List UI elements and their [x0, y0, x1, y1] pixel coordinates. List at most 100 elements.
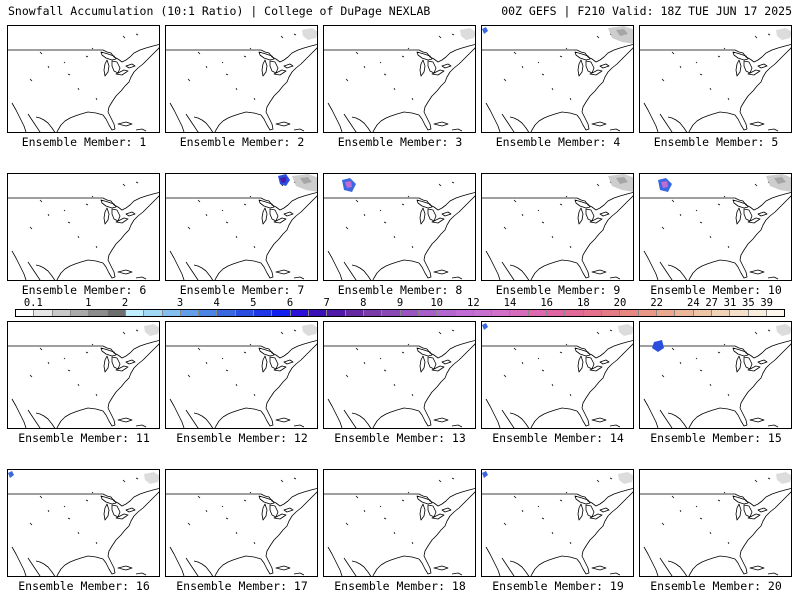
legend-swatch — [272, 310, 291, 316]
legend-swatch — [363, 310, 383, 316]
legend-tick-label: 9 — [396, 297, 404, 309]
legend-swatch — [400, 310, 419, 316]
map-svg — [482, 323, 633, 428]
legend-swatch — [70, 310, 90, 316]
legend-tick-label: 0.1 — [23, 297, 43, 309]
legend-tick-label: 20 — [613, 297, 627, 309]
ensemble-member-label: Ensemble Member: 12 — [176, 431, 308, 445]
legend-tick-label: 3 — [176, 297, 184, 309]
map-svg — [324, 178, 475, 280]
legend-tick-label: 18 — [577, 297, 590, 309]
map-svg — [482, 26, 633, 132]
map-svg — [324, 329, 475, 428]
legend-tick-label: 27 — [705, 297, 718, 309]
legend-swatch — [583, 310, 602, 316]
legend-swatch — [602, 310, 621, 316]
map-svg — [8, 33, 159, 132]
legend-swatch — [327, 310, 346, 316]
legend-swatch — [180, 310, 200, 316]
ensemble-member-label: Ensemble Member: 5 — [653, 135, 779, 149]
legend-tick-label: 7 — [323, 297, 330, 309]
ensemble-member-label: Ensemble Member: 6 — [21, 283, 147, 297]
valid-time: 00Z GEFS | F210 Valid: 18Z TUE JUN 17 20… — [501, 4, 792, 18]
ensemble-map-panel — [639, 469, 792, 577]
ensemble-member-label: Ensemble Member: 20 — [650, 579, 782, 593]
legend-tick-label: 22 — [650, 297, 663, 309]
ensemble-map-panel — [481, 469, 634, 577]
map-svg — [166, 477, 317, 576]
color-scale-legend — [15, 309, 785, 317]
ensemble-map-panel — [323, 25, 476, 133]
ensemble-map-panel — [7, 25, 160, 133]
legend-swatch — [345, 310, 364, 316]
legend-labels: 0.1 1 2 3 4 5 6 7 8 9 10 12 14 16 18 20 22 24 27 31 35 39 — [15, 297, 785, 309]
ensemble-map-panel — [165, 469, 318, 577]
legend-swatch — [547, 310, 566, 316]
legend-swatch — [748, 310, 767, 316]
ensemble-map-panel — [639, 173, 792, 281]
legend-swatch — [235, 310, 255, 316]
legend-swatch — [656, 310, 676, 316]
ensemble-member-label: Ensemble Member: 9 — [495, 283, 621, 297]
ensemble-member-label: Ensemble Member: 19 — [492, 579, 624, 593]
ensemble-member-label: Ensemble Member: 3 — [337, 135, 463, 149]
ensemble-member-label: Ensemble Member: 2 — [179, 135, 305, 149]
legend-swatch — [437, 310, 456, 316]
ensemble-map-panel — [323, 173, 476, 281]
ensemble-map-panel — [165, 25, 318, 133]
ensemble-member-label: Ensemble Member: 13 — [334, 431, 466, 445]
legend-swatch — [144, 310, 163, 316]
ensemble-map-panel — [639, 25, 792, 133]
ensemble-member-label: Ensemble Member: 17 — [176, 579, 308, 593]
legend-tick-label: 6 — [286, 297, 294, 309]
legend-tick-label: 2 — [121, 297, 129, 309]
map-svg — [640, 472, 791, 576]
legend-swatch — [711, 310, 731, 316]
ensemble-map-panel — [639, 321, 792, 429]
legend-swatch — [418, 310, 438, 316]
legend-tick-label: 16 — [540, 297, 553, 309]
legend-swatch — [89, 310, 108, 316]
legend-tick-label: 8 — [360, 297, 367, 309]
legend-tick-label: 4 — [213, 297, 220, 309]
map-svg — [8, 324, 159, 428]
legend-swatch — [565, 310, 584, 316]
map-svg — [8, 181, 159, 280]
ensemble-map-panel — [165, 173, 318, 281]
ensemble-map-panel — [481, 25, 634, 133]
map-svg — [324, 477, 475, 576]
ensemble-member-label: Ensemble Member: 10 — [650, 283, 782, 297]
ensemble-member-label: Ensemble Member: 18 — [334, 579, 466, 593]
map-svg — [324, 28, 475, 132]
ensemble-map-panel — [481, 173, 634, 281]
map-svg — [166, 324, 317, 428]
legend-swatch — [162, 310, 181, 316]
ensemble-member-label: Ensemble Member: 7 — [179, 283, 305, 297]
legend-swatch — [254, 310, 273, 316]
legend-tick-label: 10 — [430, 297, 443, 309]
legend-tick-label: 31 — [723, 297, 737, 309]
map-svg — [640, 324, 791, 428]
ensemble-member-label: Ensemble Member: 11 — [18, 431, 150, 445]
legend-tick-label: 35 — [742, 297, 755, 309]
ensemble-map-panel — [323, 321, 476, 429]
legend-swatch — [125, 310, 145, 316]
legend-tick-label: 14 — [503, 297, 517, 309]
legend-swatch — [766, 310, 785, 316]
map-svg — [482, 471, 633, 576]
legend-swatch — [382, 310, 401, 316]
legend-swatch — [217, 310, 236, 316]
legend-swatch — [290, 310, 309, 316]
ensemble-map-panel — [323, 469, 476, 577]
map-svg — [166, 28, 317, 132]
legend-tick-label: 24 — [687, 297, 700, 309]
legend-swatch — [528, 310, 548, 316]
map-title: Snowfall Accumulation (10:1 Ratio) | Col… — [8, 4, 431, 18]
legend-swatch — [16, 310, 35, 316]
ensemble-map-panel — [7, 469, 160, 577]
legend-tick-label: 12 — [467, 297, 480, 309]
legend-swatch — [620, 310, 639, 316]
legend-swatch — [638, 310, 657, 316]
legend-swatch — [473, 310, 493, 316]
map-svg — [640, 28, 791, 132]
